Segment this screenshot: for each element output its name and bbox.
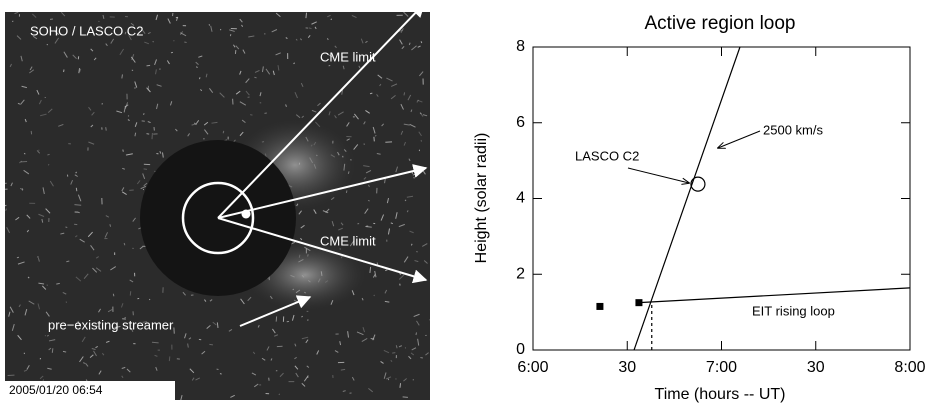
- speckle: [217, 322, 218, 328]
- speckle: [279, 394, 280, 395]
- speckle: [123, 150, 124, 152]
- speckle: [416, 332, 417, 335]
- speckle: [199, 77, 200, 79]
- speckle: [307, 377, 308, 378]
- x-tick-label: 6:00: [517, 359, 548, 376]
- x-axis-label: Time (hours -- UT): [655, 386, 786, 403]
- y-tick-label: 2: [516, 265, 525, 282]
- speckle: [47, 154, 49, 155]
- speckle: [99, 21, 100, 22]
- speckle: [52, 348, 53, 353]
- speckle: [74, 205, 81, 206]
- speckle: [430, 319, 431, 320]
- speckle: [153, 41, 154, 42]
- speckle: [417, 251, 418, 252]
- speckle: [223, 131, 224, 133]
- speckle: [400, 383, 401, 388]
- speckle: [110, 224, 111, 227]
- speckle: [17, 257, 19, 258]
- speckle: [65, 227, 67, 228]
- x-tick-label: 30: [807, 359, 825, 376]
- speckle: [124, 243, 125, 245]
- speckle: [76, 172, 77, 173]
- image-label: pre−existing streamer: [48, 317, 174, 332]
- series-line: [634, 47, 740, 350]
- annotation: 2500 km/s: [763, 122, 823, 137]
- speckle: [143, 114, 144, 115]
- annotation-arrow: [628, 168, 689, 183]
- speckle: [209, 344, 213, 345]
- speckle: [66, 302, 67, 303]
- y-tick-label: 4: [516, 190, 525, 207]
- x-tick-label: 30: [618, 359, 636, 376]
- point: [596, 303, 603, 310]
- speckle: [135, 133, 136, 137]
- speckle: [188, 344, 189, 348]
- image-label: SOHO / LASCO C2: [30, 23, 143, 38]
- speckle: [385, 301, 389, 302]
- x-tick-label: 8:00: [894, 359, 925, 376]
- speckle: [184, 42, 186, 43]
- speckle: [78, 212, 79, 213]
- speckle: [133, 248, 134, 249]
- speckle: [122, 74, 123, 78]
- y-tick-label: 6: [516, 114, 525, 131]
- series-line: [639, 288, 910, 303]
- timestamp: 2005/01/20 06:54: [9, 383, 103, 397]
- plot-frame: [533, 47, 910, 350]
- speckle: [346, 190, 347, 193]
- speckle: [209, 24, 210, 25]
- speckle: [24, 153, 25, 154]
- speckle: [149, 299, 150, 300]
- speckle: [404, 92, 405, 95]
- speckle: [341, 369, 345, 370]
- speckle: [331, 19, 332, 20]
- speckle: [388, 379, 389, 380]
- speckle: [374, 295, 375, 296]
- speckle: [368, 200, 370, 201]
- speckle: [48, 164, 49, 165]
- speckle: [130, 291, 131, 295]
- speckle: [63, 351, 66, 352]
- image-label: CME limit: [320, 233, 376, 248]
- speckle: [403, 397, 408, 398]
- speckle: [306, 13, 307, 18]
- speckle: [254, 77, 256, 78]
- y-tick-label: 8: [516, 38, 525, 55]
- speckle: [220, 374, 222, 375]
- chart-title: Active region loop: [644, 13, 795, 34]
- speckle: [106, 127, 107, 130]
- speckle: [144, 169, 147, 170]
- annotation-arrow: [718, 131, 760, 148]
- speckle: [370, 93, 372, 94]
- y-axis-label: Height (solar radii): [473, 133, 490, 264]
- speckle: [421, 41, 422, 43]
- speckle: [370, 267, 371, 273]
- speckle: [152, 342, 159, 343]
- speckle: [375, 135, 376, 136]
- y-tick-label: 0: [516, 341, 525, 358]
- coronagraph-image: SOHO / LASCO C2 CME limit CME limit pre−…: [3, 4, 431, 403]
- speckle: [66, 261, 69, 262]
- annotation: LASCO C2: [575, 148, 639, 163]
- point: [691, 177, 705, 191]
- speckle: [128, 116, 129, 117]
- speckle: [79, 68, 80, 73]
- image-label: CME limit: [320, 49, 376, 64]
- speckle: [174, 40, 175, 41]
- annotation: EIT rising loop: [752, 303, 835, 318]
- speckle: [411, 244, 412, 246]
- speckle: [56, 283, 59, 284]
- speckle: [365, 226, 371, 227]
- x-tick-label: 7:00: [706, 359, 737, 376]
- point: [635, 299, 642, 306]
- speckle: [113, 294, 114, 297]
